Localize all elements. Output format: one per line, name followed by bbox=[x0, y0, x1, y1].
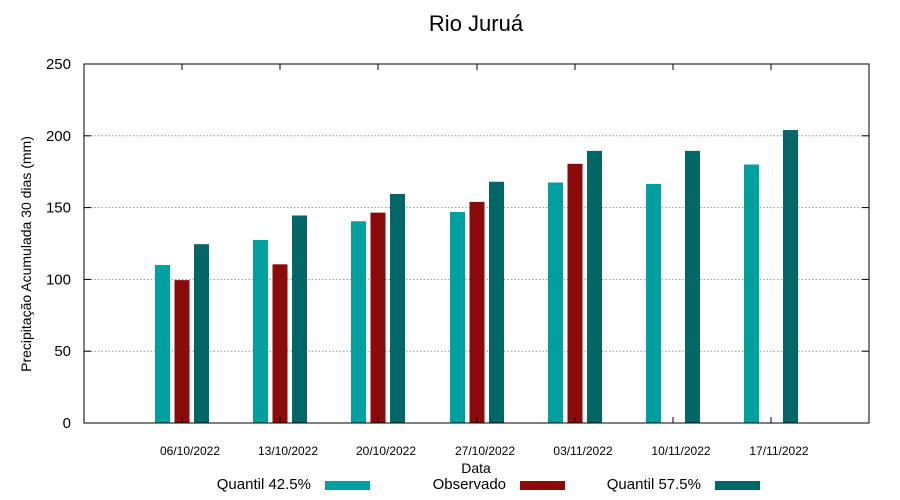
legend-swatch bbox=[715, 481, 760, 490]
bar-quantil-57-5--1 bbox=[292, 215, 307, 423]
x-tick-label: 03/11/2022 bbox=[553, 444, 612, 458]
x-axis-ticks: 06/10/2022 13/10/2022 20/10/2022 27/10/2022… bbox=[160, 64, 809, 458]
bar-quantil-42-5--4 bbox=[548, 182, 563, 423]
bar-quantil-57-5--0 bbox=[194, 244, 209, 423]
bar-quantil-42-5--6 bbox=[744, 164, 759, 423]
bar-observado-4 bbox=[567, 163, 583, 423]
y-tick-label: 100 bbox=[46, 271, 71, 288]
y-tick-label: 150 bbox=[46, 200, 71, 217]
bar-quantil-57-5--2 bbox=[390, 193, 405, 423]
bar-quantil-57-5--5 bbox=[685, 150, 700, 424]
bar-observado-1 bbox=[272, 264, 288, 423]
y-tick-label: 50 bbox=[54, 343, 71, 360]
bar-quantil-57-5--3 bbox=[489, 181, 504, 423]
x-tick-label: 13/10/2022 bbox=[258, 444, 318, 458]
bar-observado-2 bbox=[370, 212, 386, 423]
y-axis-label: Precipitação Acumulada 30 dias (mm) bbox=[18, 136, 34, 372]
bar-quantil-42-5--0 bbox=[155, 265, 170, 423]
y-tick-label: 250 bbox=[46, 56, 71, 73]
bar-quantil-57-5--4 bbox=[587, 150, 602, 424]
chart-title: Rio Juruá bbox=[429, 11, 524, 36]
bar-quantil-42-5--2 bbox=[351, 221, 366, 423]
legend: Quantil 42.5% Observado Quantil 57.5% bbox=[217, 476, 760, 493]
y-axis-ticks: 0 50 100 150 200 250 bbox=[46, 56, 869, 432]
x-tick-label: 20/10/2022 bbox=[356, 444, 416, 458]
legend-swatch bbox=[520, 481, 565, 490]
legend-label: Quantil 57.5% bbox=[607, 476, 701, 493]
bar-quantil-42-5--1 bbox=[253, 239, 268, 423]
y-tick-label: 200 bbox=[46, 128, 71, 145]
bars bbox=[155, 130, 798, 424]
legend-swatch bbox=[325, 481, 370, 490]
bar-quantil-42-5--5 bbox=[646, 183, 661, 423]
bar-quantil-57-5--6 bbox=[783, 130, 798, 423]
bar-observado-3 bbox=[469, 201, 485, 423]
legend-label: Observado bbox=[433, 476, 506, 493]
legend-label: Quantil 42.5% bbox=[217, 476, 311, 493]
y-tick-label: 0 bbox=[63, 415, 71, 432]
bar-quantil-42-5--3 bbox=[450, 211, 465, 423]
x-axis-label: Data bbox=[461, 460, 491, 476]
bar-observado-0 bbox=[174, 280, 190, 423]
x-tick-label: 06/10/2022 bbox=[160, 444, 220, 458]
x-tick-label: 17/11/2022 bbox=[749, 444, 808, 458]
x-tick-label: 27/10/2022 bbox=[455, 444, 515, 458]
x-tick-label: 10/11/2022 bbox=[651, 444, 710, 458]
